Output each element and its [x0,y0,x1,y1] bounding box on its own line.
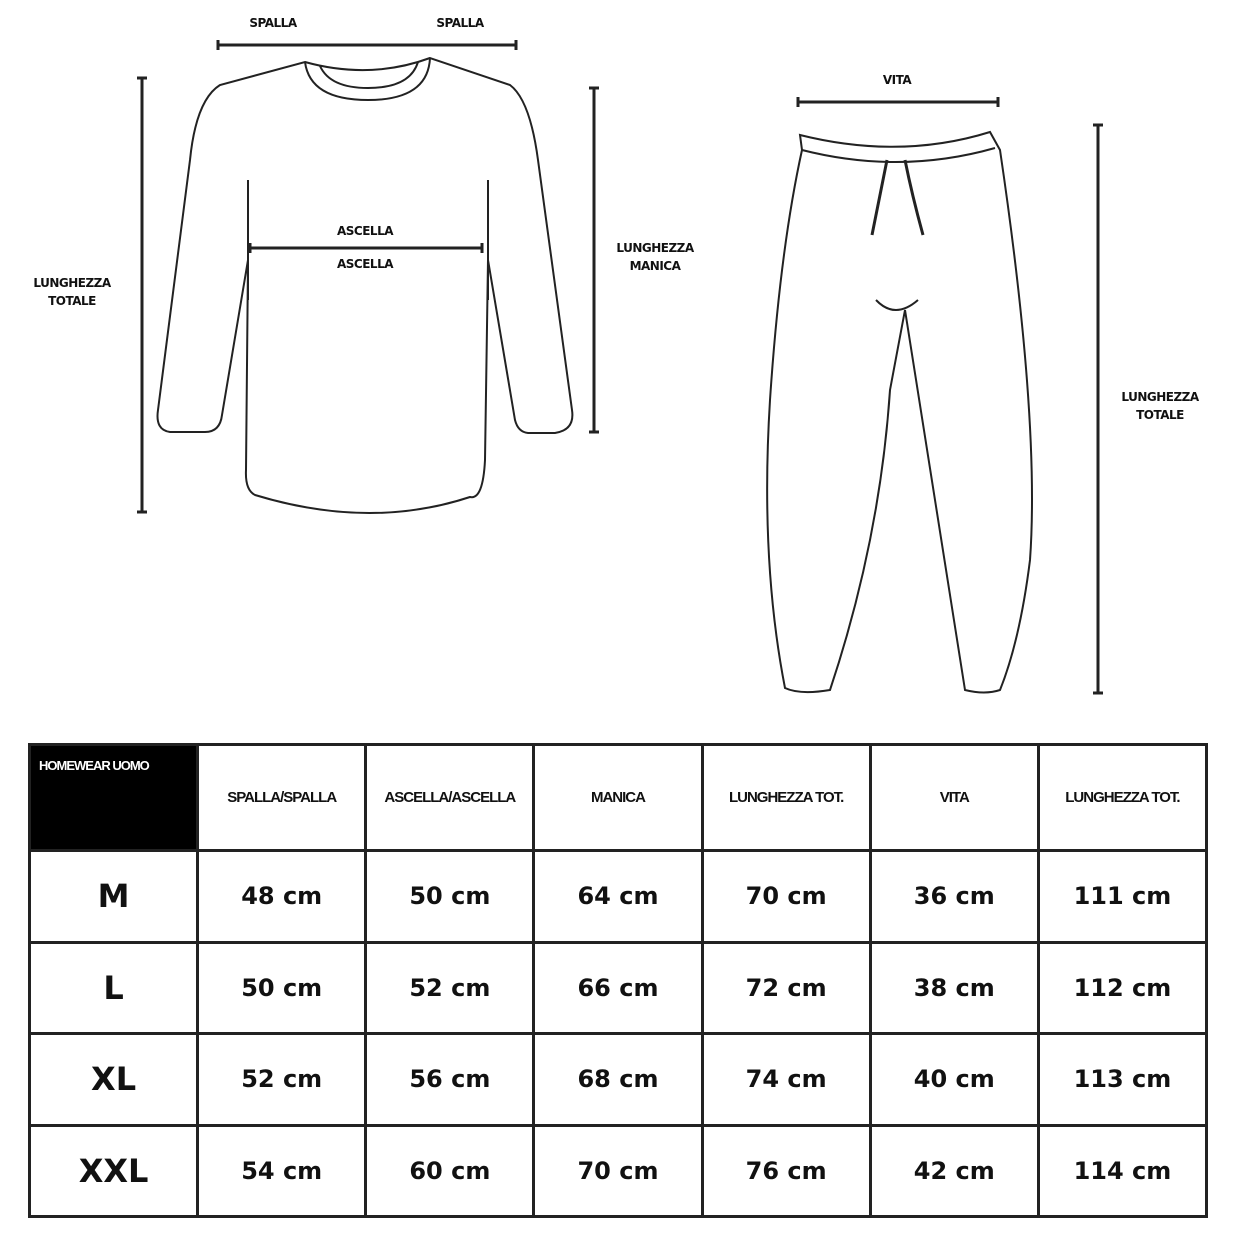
label-pants-total-length: LUNGHEZZA TOTALE [1121,390,1199,422]
value-cell: 70 cm [700,849,872,944]
table-row: M 48 cm 50 cm 64 cm 70 cm 36 cm 111 cm [27,849,1209,944]
table-title: HOMEWEAR UOMO [27,743,200,852]
value-cell: 66 cm [532,940,704,1035]
value-cell: 72 cm [700,940,872,1035]
header-cell: VITA [868,743,1040,852]
value-cell: 76 cm [700,1123,872,1218]
value-cell: 38 cm [868,940,1040,1035]
value-cell: 70 cm [532,1123,704,1218]
table-row: XXL 54 cm 60 cm 70 cm 76 cm 42 cm 114 cm [27,1123,1209,1218]
measure-lines-bottom [796,97,1103,695]
value-cell: 68 cm [532,1032,704,1127]
label-shoulder-right: SPALLA [436,16,484,30]
measure-lines-top [137,40,599,514]
size-cell: L [27,940,200,1035]
size-cell: M [27,849,200,944]
label-shoulder-left: SPALLA [249,16,297,30]
value-cell: 52 cm [364,940,536,1035]
label-waist: VITA [882,73,912,87]
header-cell: SPALLA/SPALLA [196,743,368,852]
label-armpit-top: ASCELLA [336,224,394,238]
table-header-row: HOMEWEAR UOMO SPALLA/SPALLA ASCELLA/ASCE… [27,743,1209,852]
label-sleeve-length: LUNGHEZZA MANICA [616,241,694,273]
value-cell: 54 cm [196,1123,368,1218]
header-cell: LUNGHEZZA TOT. [700,743,872,852]
value-cell: 113 cm [1036,1032,1209,1127]
table-row: L 50 cm 52 cm 66 cm 72 cm 38 cm 112 cm [27,940,1209,1035]
value-cell: 56 cm [364,1032,536,1127]
header-cell: LUNGHEZZA TOT. [1036,743,1209,852]
value-cell: 36 cm [868,849,1040,944]
header-cell: ASCELLA/ASCELLA [364,743,536,852]
table-row: XL 52 cm 56 cm 68 cm 74 cm 40 cm 113 cm [27,1032,1209,1127]
value-cell: 50 cm [196,940,368,1035]
label-top-total-length: LUNGHEZZA TOTALE [33,276,111,308]
value-cell: 48 cm [196,849,368,944]
value-cell: 60 cm [364,1123,536,1218]
pants-drawing [766,130,1033,694]
value-cell: 64 cm [532,849,704,944]
garment-diagram [137,40,1103,695]
value-cell: 40 cm [868,1032,1040,1127]
label-armpit-bottom: ASCELLA [336,257,394,271]
sweater-drawing [156,56,574,514]
header-cell: MANICA [532,743,704,852]
value-cell: 114 cm [1036,1123,1209,1218]
value-cell: 50 cm [364,849,536,944]
size-cell: XXL [27,1123,200,1218]
value-cell: 74 cm [700,1032,872,1127]
value-cell: 111 cm [1036,849,1209,944]
value-cell: 42 cm [868,1123,1040,1218]
size-table: HOMEWEAR UOMO SPALLA/SPALLA ASCELLA/ASCE… [27,743,1209,1218]
value-cell: 52 cm [196,1032,368,1127]
value-cell: 112 cm [1036,940,1209,1035]
size-cell: XL [27,1032,200,1127]
